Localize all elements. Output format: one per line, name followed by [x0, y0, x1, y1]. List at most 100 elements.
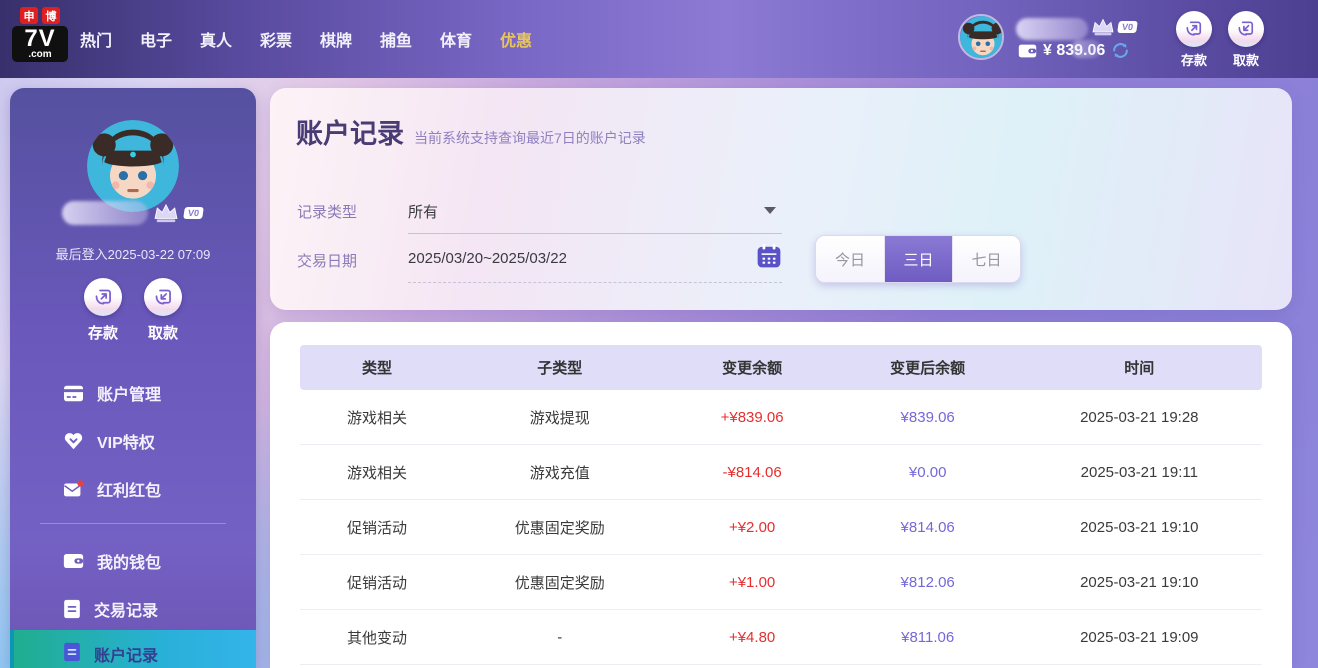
nav-item-hot[interactable]: 热门	[79, 33, 112, 50]
cell-subtype: 优惠固定奖励	[514, 574, 605, 592]
cell-after: ¥812.06	[900, 573, 955, 591]
avatar-image	[87, 120, 179, 212]
cell-subtype: -	[557, 628, 563, 646]
topbar: 申 博 7V .com 热门 电子 真人 彩票 棋牌 捕鱼 体育 优惠	[0, 0, 1318, 78]
nav-item-fishing[interactable]: 捕鱼	[379, 33, 412, 50]
cell-type: 游戏相关	[346, 409, 407, 427]
account-records-panel: 账户记录 当前系统支持查询最近7日的账户记录 记录类型 所有 交易日期 2025…	[270, 88, 1292, 310]
cell-change: +¥2.00	[728, 518, 776, 536]
range-3day-button[interactable]: 三日	[884, 236, 952, 282]
col-change: 变更余额	[722, 360, 783, 377]
withdraw-icon	[144, 278, 182, 316]
withdraw-icon	[1228, 11, 1264, 47]
wallet-icon	[63, 554, 84, 568]
logo-badge-1: 申	[20, 7, 38, 24]
document-icon	[64, 599, 80, 619]
nav-item-live[interactable]: 真人	[199, 33, 232, 50]
cell-type: 促销活动	[346, 519, 407, 537]
table-row: 其他变动 - +¥4.80 ¥811.06 2025-03-21 19:09	[300, 610, 1262, 665]
deposit-icon	[1176, 11, 1212, 47]
crown-icon	[1092, 18, 1114, 36]
nav-item-slots[interactable]: 电子	[139, 33, 172, 50]
profile-user-row: V0	[10, 201, 256, 225]
red-packet-icon	[63, 479, 84, 496]
withdraw-label: 取款	[147, 325, 178, 342]
chevron-down-icon[interactable]	[764, 207, 776, 214]
nav-item-promo[interactable]: 优惠	[499, 33, 532, 50]
deposit-button[interactable]: 存款	[1168, 11, 1220, 69]
menu-label: 红利红包	[97, 483, 162, 500]
cell-change: +¥1.00	[728, 573, 776, 591]
sidebar-item-account-management[interactable]: 账户管理	[10, 369, 256, 417]
document-icon	[64, 642, 80, 662]
nav-item-lottery[interactable]: 彩票	[259, 33, 292, 50]
panel-title-row: 账户记录 当前系统支持查询最近7日的账户记录	[296, 112, 646, 151]
vip-level: V0	[1090, 16, 1138, 38]
username-redacted	[62, 201, 149, 225]
col-subtype: 子类型	[537, 360, 583, 377]
sidebar-item-bonus-redpacket[interactable]: 红利红包	[10, 465, 256, 513]
col-after: 变更后余额	[890, 360, 966, 377]
table-row: 游戏相关 游戏充值 -¥814.06 ¥0.00 2025-03-21 19:1…	[300, 445, 1262, 500]
page-subtitle: 当前系统支持查询最近7日的账户记录	[414, 130, 646, 146]
table-row: 游戏相关 游戏提现 +¥839.06 ¥839.06 2025-03-21 19…	[300, 390, 1262, 445]
cell-after: ¥0.00	[908, 463, 947, 481]
username-redacted	[1016, 18, 1088, 40]
refresh-icon[interactable]	[1111, 41, 1130, 60]
logo-text: 7V	[24, 25, 56, 52]
record-type-underline	[408, 233, 782, 234]
vip-badge: V0	[183, 207, 205, 219]
sidebar-item-transaction-records[interactable]: 交易记录	[10, 585, 256, 633]
withdraw-button[interactable]: 取款	[1220, 11, 1272, 69]
calendar-icon[interactable]	[756, 243, 782, 269]
cell-subtype: 优惠固定奖励	[514, 519, 605, 537]
record-type-label: 记录类型	[297, 204, 358, 221]
sidebar-divider	[40, 523, 226, 524]
sidebar-withdraw-button[interactable]: 取款	[142, 278, 184, 343]
cell-change: +¥839.06	[720, 408, 784, 426]
cell-change: -¥814.06	[722, 463, 782, 481]
date-range-presets: 今日 三日 七日	[815, 235, 1021, 283]
cell-time: 2025-03-21 19:09	[1080, 628, 1199, 646]
last-login: 最后登入2025-03-22 07:09	[55, 247, 211, 262]
balance-display: ¥ 839.06	[1018, 39, 1130, 60]
range-7day-button[interactable]: 七日	[952, 236, 1020, 282]
range-today-button[interactable]: 今日	[816, 236, 884, 282]
cell-time: 2025-03-21 19:10	[1080, 573, 1199, 591]
user-avatar[interactable]	[958, 14, 1004, 60]
sidebar-item-vip-privileges[interactable]: VIP特权	[10, 417, 256, 465]
crown-icon	[155, 203, 178, 223]
col-type: 类型	[361, 360, 392, 377]
nav-item-cards[interactable]: 棋牌	[319, 33, 352, 50]
nav-item-sports[interactable]: 体育	[439, 33, 472, 50]
page-title: 账户记录	[296, 119, 404, 149]
deposit-label: 存款	[87, 325, 118, 342]
menu-label: 我的钱包	[97, 555, 162, 572]
cell-subtype: 游戏提现	[529, 409, 590, 427]
records-table-panel: 类型 子类型 变更余额 变更后余额 时间 游戏相关 游戏提现 +¥839.06 …	[270, 322, 1292, 668]
sidebar-item-account-records[interactable]: 账户记录	[10, 630, 256, 668]
cell-type: 其他变动	[346, 629, 407, 647]
cell-after: ¥839.06	[900, 408, 955, 426]
balance-amount: ¥ 839.06	[1043, 41, 1105, 59]
record-type-select[interactable]: 所有	[408, 204, 439, 221]
menu-label: 账户管理	[97, 387, 162, 404]
balance-blur-patch	[1071, 39, 1102, 58]
withdraw-label: 取款	[1232, 53, 1259, 68]
card-icon	[64, 385, 83, 401]
wallet-icon	[1018, 44, 1037, 57]
cell-change: +¥4.80	[728, 628, 776, 646]
menu-label: VIP特权	[97, 435, 155, 452]
table-header: 类型 子类型 变更余额 变更后余额 时间	[300, 345, 1262, 390]
site-logo[interactable]: 申 博 7V .com	[12, 7, 68, 62]
main-nav: 热门 电子 真人 彩票 棋牌 捕鱼 体育 优惠	[66, 0, 546, 78]
table-row: 促销活动 优惠固定奖励 +¥2.00 ¥814.06 2025-03-21 19…	[300, 500, 1262, 555]
vip-shield-icon	[64, 433, 83, 450]
date-range-input[interactable]: 2025/03/20~2025/03/22	[408, 250, 567, 267]
cell-time: 2025-03-21 19:10	[1080, 518, 1199, 536]
sidebar-item-my-wallet[interactable]: 我的钱包	[10, 537, 256, 585]
cell-after: ¥811.06	[901, 628, 955, 646]
menu-label: 账户记录	[94, 648, 159, 665]
logo-domain: .com	[28, 49, 52, 60]
sidebar-deposit-button[interactable]: 存款	[82, 278, 124, 343]
